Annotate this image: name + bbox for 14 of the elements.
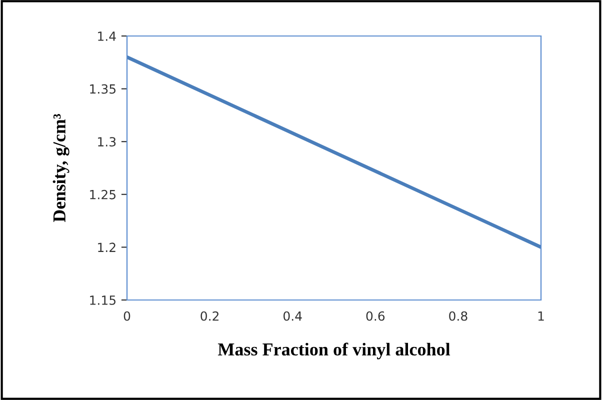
y-tick-label: 1.3 [98, 137, 116, 147]
x-tick-label: 0.4 [283, 311, 302, 321]
y-axis-title: Density, g/cm³ [52, 114, 70, 222]
x-tick-label: 0.6 [366, 311, 385, 321]
x-tick-label: 1 [538, 311, 544, 321]
x-axis-title: Mass Fraction of vinyl alcohol [218, 342, 450, 360]
y-tick-label: 1.15 [90, 296, 116, 305]
y-tick-label: 1.25 [90, 190, 116, 200]
y-tick-label: 1.2 [98, 242, 116, 252]
x-tick-label: 0.8 [449, 311, 468, 321]
x-tick-label: 0.2 [200, 311, 218, 321]
x-tick-label: 0 [124, 311, 130, 321]
y-tick-label: 1.4 [98, 32, 116, 41]
y-tick-label: 1.35 [90, 84, 116, 94]
